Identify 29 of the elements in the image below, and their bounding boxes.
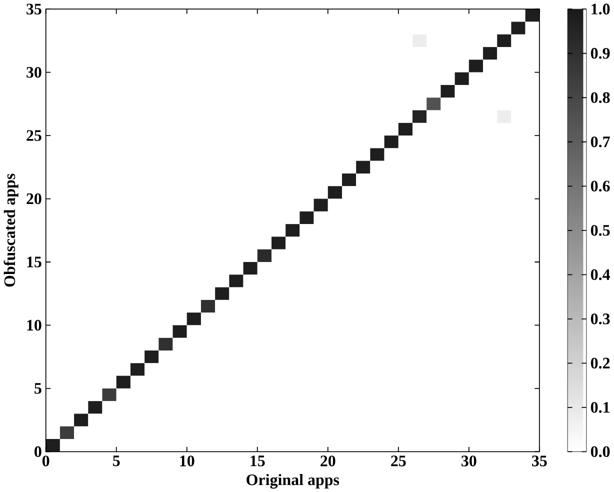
color-bar-label: 0.1: [590, 402, 610, 413]
x-tick-label: 15: [250, 455, 265, 466]
y-tick-label: 0: [34, 446, 42, 457]
y-axis-title: Obfuscated apps: [4, 174, 18, 286]
x-tick-label: 10: [180, 455, 194, 466]
y-tick-label: 35: [26, 4, 42, 14]
x-tick-label: 35: [532, 455, 547, 466]
y-tick-label: 20: [26, 193, 42, 204]
x-tick-label: 0: [42, 455, 50, 466]
x-tick-label: 20: [320, 455, 336, 466]
color-bar-label: 0.6: [590, 180, 610, 192]
x-tick-label: 5: [113, 455, 120, 466]
color-bar-label: 0.2: [590, 358, 610, 368]
color-bar-label: 0.5: [590, 224, 610, 236]
color-bar-label: 0.7: [590, 136, 610, 148]
x-tick-label: 30: [462, 455, 476, 466]
color-bar-label: 0.3: [590, 313, 610, 324]
y-tick-label: 15: [27, 256, 42, 268]
x-tick-label: 25: [391, 455, 406, 466]
y-tick-label: 10: [27, 320, 42, 330]
x-axis-title: Original apps: [246, 474, 340, 488]
color-bar-label: 0.9: [590, 48, 610, 59]
color-bar-label: 0.4: [590, 269, 610, 280]
color-bar-label: 1.0: [592, 4, 610, 14]
color-bar-label: 0.8: [590, 92, 610, 103]
y-tick-label: 25: [26, 130, 42, 141]
y-tick-label: 30: [26, 66, 42, 78]
y-tick-label: 5: [34, 383, 42, 394]
color-bar-label: 0.0: [590, 446, 610, 457]
